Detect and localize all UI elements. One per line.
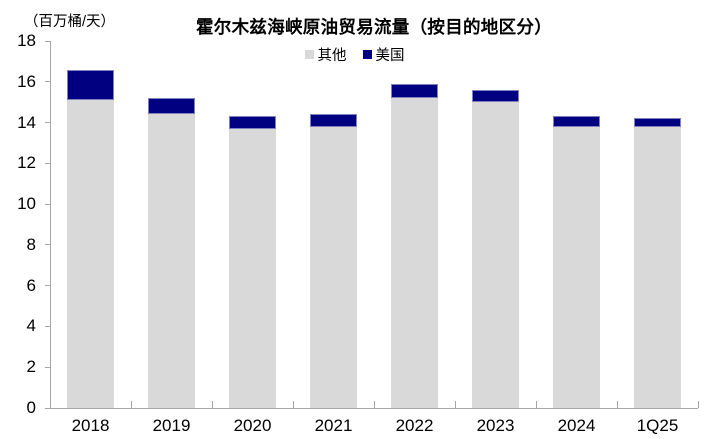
x-tick-mark	[131, 401, 132, 408]
y-tick-mark	[45, 40, 50, 42]
y-tick-label: 8	[26, 234, 36, 254]
y-tick-mark	[45, 407, 50, 409]
y-tick-mark	[45, 244, 50, 246]
bar-segment-other-2022	[391, 98, 438, 408]
y-axis-unit-label: （百万桶/天）	[24, 14, 116, 30]
bar-segment-us-2022	[391, 83, 438, 99]
y-tick-label: 6	[26, 275, 36, 295]
x-tick-mark	[455, 401, 456, 408]
y-tick-label: 4	[26, 316, 36, 336]
bar-segment-us-2019	[148, 98, 195, 115]
x-axis-label-2023: 2023	[476, 416, 515, 435]
bar-segment-us-2020	[229, 116, 276, 129]
bar-segment-other-2023	[472, 102, 519, 408]
bar-segment-us-2021	[310, 114, 357, 127]
y-tick-mark	[45, 325, 50, 327]
legend-item-other: 其他	[304, 44, 347, 65]
x-tick-mark	[617, 401, 618, 408]
bar-segment-us-1Q25	[634, 118, 681, 127]
y-tick-label: 0	[26, 398, 36, 417]
y-tick-mark	[45, 366, 50, 368]
x-tick-mark	[536, 401, 537, 408]
bar-segment-other-2021	[310, 126, 357, 408]
bar-segment-other-2018	[67, 100, 114, 408]
x-axis-line	[50, 408, 698, 409]
bar-segment-us-2018	[67, 69, 114, 101]
y-tick-mark	[45, 203, 50, 205]
x-axis-label-2018: 2018	[71, 416, 110, 435]
bar-segment-other-2020	[229, 128, 276, 408]
chart-title: 霍尔木兹海峡原油贸易流量（按目的地区分）	[196, 17, 552, 37]
y-tick-mark	[45, 122, 50, 124]
bar-segment-us-2023	[472, 89, 519, 103]
legend: 其他 美国	[0, 44, 709, 65]
y-tick-label: 14	[17, 112, 36, 132]
y-tick-mark	[45, 285, 50, 287]
y-tick-label: 10	[17, 194, 36, 214]
x-tick-mark	[212, 401, 213, 408]
bar-segment-other-2019	[148, 114, 195, 408]
legend-item-us: 美国	[362, 44, 405, 65]
bar-segment-other-1Q25	[634, 126, 681, 408]
legend-label-other: 其他	[317, 48, 347, 64]
legend-swatch-us-icon	[362, 50, 372, 59]
y-axis-line	[50, 41, 51, 408]
x-axis-label-2022: 2022	[395, 416, 434, 435]
x-tick-mark	[698, 401, 699, 408]
bar-segment-us-2024	[553, 116, 600, 127]
legend-label-us: 美国	[375, 48, 405, 64]
x-axis-label-2020: 2020	[233, 416, 272, 435]
x-axis-label-2021: 2021	[314, 416, 353, 435]
y-tick-mark	[45, 162, 50, 164]
y-tick-label: 2	[26, 357, 36, 377]
x-tick-mark	[374, 401, 375, 408]
x-axis-label-2019: 2019	[152, 416, 191, 435]
x-axis-label-2024: 2024	[557, 416, 596, 435]
x-axis-label-1Q25: 1Q25	[636, 416, 679, 435]
y-tick-label: 12	[17, 153, 36, 173]
bar-segment-other-2024	[553, 126, 600, 408]
x-tick-mark	[293, 401, 294, 408]
legend-swatch-other-icon	[304, 50, 314, 59]
y-tick-mark	[45, 81, 50, 83]
y-tick-label: 16	[17, 71, 36, 91]
y-tick-label: 18	[17, 31, 36, 50]
